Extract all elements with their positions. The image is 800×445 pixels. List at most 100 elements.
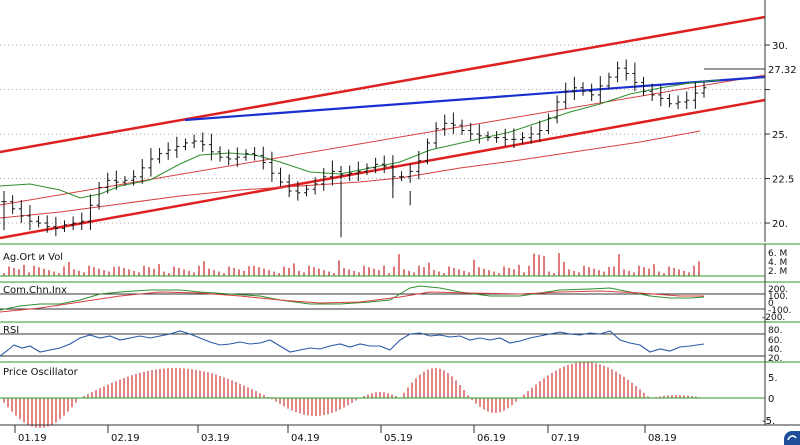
price-bar bbox=[468, 122, 474, 141]
rsi-line bbox=[0, 330, 705, 357]
price-bar bbox=[632, 62, 638, 92]
rsi-tick-60: 60. bbox=[768, 336, 782, 346]
price-bar bbox=[260, 146, 266, 170]
cci-tick-minus200: -200. bbox=[762, 313, 785, 323]
x-tick-label: 08.19 bbox=[648, 433, 677, 444]
price-bar bbox=[61, 220, 67, 232]
price-grid bbox=[0, 44, 765, 224]
rsi-panel: RSI 80. 60. 40. 20. bbox=[0, 322, 782, 364]
price-bar bbox=[502, 128, 508, 147]
price-bar bbox=[18, 200, 24, 223]
price-bar bbox=[70, 216, 76, 231]
price-bar bbox=[269, 151, 275, 182]
price-bar bbox=[191, 134, 197, 149]
price-bar bbox=[373, 157, 379, 174]
price-bar bbox=[312, 177, 318, 195]
price-bar bbox=[520, 132, 526, 144]
channel-middle-line bbox=[0, 74, 765, 206]
price-bar bbox=[615, 61, 621, 83]
volume-bars bbox=[3, 253, 700, 276]
price-bar bbox=[494, 131, 500, 143]
rsi-panel-title: RSI bbox=[3, 325, 19, 336]
price-bar bbox=[200, 132, 206, 152]
price-tick-label: 30. bbox=[772, 41, 788, 52]
price-bar bbox=[157, 148, 163, 164]
trend-line bbox=[184, 75, 765, 122]
price-bar bbox=[606, 72, 612, 90]
price-bar bbox=[96, 181, 102, 210]
x-tick-label: 01.19 bbox=[18, 433, 47, 444]
cci-tick-100: 100. bbox=[768, 292, 788, 302]
price-bar bbox=[122, 175, 128, 186]
price-bar bbox=[433, 122, 439, 149]
price-bar bbox=[208, 133, 214, 161]
cci-line bbox=[0, 285, 705, 311]
oscillator-tick-5: 5. bbox=[768, 373, 778, 384]
price-bar bbox=[278, 167, 284, 187]
price-bar bbox=[554, 95, 560, 124]
price-bar bbox=[148, 148, 154, 177]
price-bar bbox=[252, 147, 258, 161]
price-bar bbox=[217, 146, 223, 162]
price-bar bbox=[623, 59, 629, 81]
x-tick-label: 03.19 bbox=[201, 433, 230, 444]
price-bar bbox=[182, 138, 188, 151]
price-tick-label: 25. bbox=[772, 130, 788, 141]
price-bar bbox=[476, 124, 482, 144]
price-bar bbox=[459, 119, 465, 135]
price-bar bbox=[442, 114, 448, 136]
x-tick-label: 07.19 bbox=[551, 433, 580, 444]
moving-average-slow bbox=[0, 130, 701, 219]
price-bar bbox=[303, 184, 309, 197]
price-bar bbox=[364, 163, 370, 175]
price-bar bbox=[666, 93, 672, 108]
x-tick-label: 02.19 bbox=[111, 433, 140, 444]
price-bar bbox=[131, 170, 137, 186]
price-bar bbox=[701, 82, 707, 98]
price-bar bbox=[286, 174, 292, 198]
price-bar bbox=[53, 216, 59, 237]
price-bar bbox=[649, 83, 655, 102]
price-bar bbox=[165, 142, 171, 160]
price-bar bbox=[10, 195, 16, 215]
x-tick-label: 05.19 bbox=[384, 433, 413, 444]
volume-tick-2m: 2. M bbox=[768, 267, 787, 277]
cci-panel-title: Com.Chn.Inx bbox=[3, 285, 67, 296]
price-bar bbox=[563, 82, 569, 109]
cci-tick-0: 0 bbox=[768, 299, 774, 309]
price-oscillator-panel: Price Oscillator 5. 0 -5. bbox=[0, 362, 778, 428]
price-bar bbox=[234, 147, 240, 167]
price-bar bbox=[79, 212, 85, 231]
price-panel: 20. 22.5 25. 30. 27.32 bbox=[0, 0, 797, 242]
volume-tick-4m: 4. M bbox=[768, 258, 787, 268]
price-bar bbox=[105, 172, 111, 194]
price-bar bbox=[416, 150, 422, 180]
channel-lower-line bbox=[0, 98, 765, 240]
price-bar bbox=[580, 82, 586, 96]
oscillator-tick-minus5: -5. bbox=[762, 416, 775, 427]
logo-badge bbox=[784, 431, 800, 445]
price-bar bbox=[355, 161, 361, 182]
price-bar bbox=[675, 95, 681, 110]
price-bar bbox=[407, 163, 413, 183]
oscillator-panel-title: Price Oscillator bbox=[3, 367, 79, 378]
price-bar bbox=[295, 181, 301, 201]
price-bar bbox=[243, 149, 249, 161]
price-bar bbox=[641, 76, 647, 96]
x-tick-label: 04.19 bbox=[291, 433, 320, 444]
channel-upper-line bbox=[0, 15, 765, 154]
price-bar bbox=[399, 171, 405, 182]
price-bar bbox=[321, 168, 327, 191]
price-bar bbox=[338, 165, 344, 180]
price-bar bbox=[347, 165, 353, 182]
price-bar bbox=[450, 112, 456, 134]
price-tick-label: 22.5 bbox=[772, 175, 794, 186]
rsi-tick-40: 40. bbox=[768, 345, 782, 355]
price-bar bbox=[44, 215, 50, 233]
price-bar bbox=[597, 76, 603, 103]
cci-signal-line bbox=[0, 290, 704, 313]
price-bar bbox=[485, 131, 491, 142]
price-bar bbox=[27, 205, 33, 230]
price-bar bbox=[571, 76, 577, 101]
